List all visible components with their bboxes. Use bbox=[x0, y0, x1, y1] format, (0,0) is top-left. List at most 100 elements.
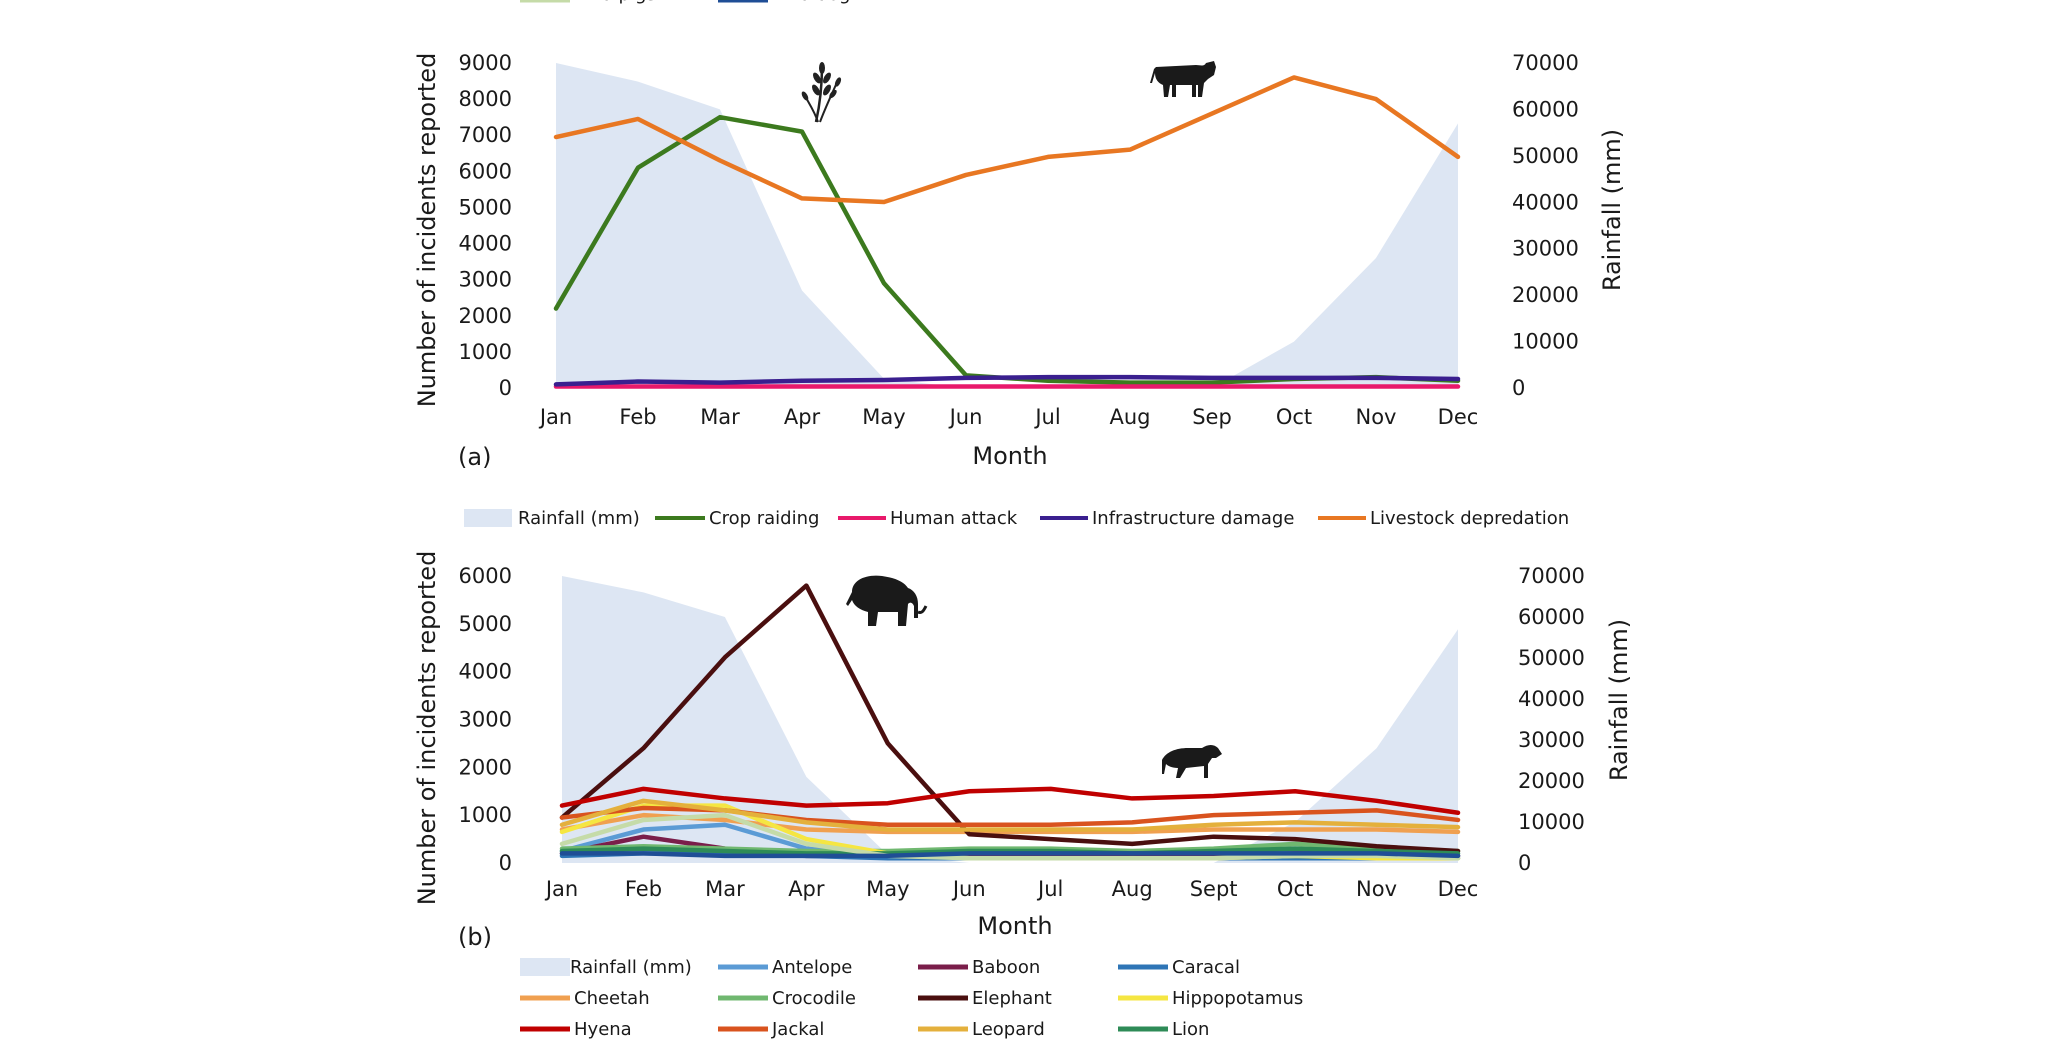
rainfall-area-b bbox=[562, 576, 1458, 863]
y-tick-label: 2000 bbox=[459, 304, 512, 328]
legend-item-livestock-depredation: Livestock depredation bbox=[1318, 508, 1569, 529]
x-tick-label: Sept bbox=[1190, 877, 1238, 901]
y-right-tick-label: 10000 bbox=[1512, 330, 1579, 354]
legend-item-caracal: Caracal bbox=[1118, 957, 1240, 978]
series-line-crocodile bbox=[559, 841, 1461, 854]
legend-item-hyena: Hyena bbox=[520, 1019, 632, 1040]
y-right-tick-label: 10000 bbox=[1518, 810, 1585, 834]
x-tick-label: Jun bbox=[948, 405, 983, 429]
y-right-tick-label: 0 bbox=[1518, 851, 1531, 875]
y-right-tick-label: 50000 bbox=[1512, 144, 1579, 168]
x-tick-label: Dec bbox=[1438, 877, 1479, 901]
x-tick-label: Jan bbox=[538, 405, 572, 429]
y-right-tick-label: 30000 bbox=[1512, 237, 1579, 261]
x-tick-label: Nov bbox=[1356, 877, 1397, 901]
legend-item-jackal: Jackal bbox=[718, 1019, 824, 1040]
series-line-leopard bbox=[559, 798, 1461, 832]
right-y-ticks-a: 70000 60000 50000 40000 30000 20000 10000 0 bbox=[1512, 51, 1579, 400]
y-tick-label: 3000 bbox=[459, 268, 512, 292]
left-y-ticks-b: 6000 5000 4000 3000 2000 1000 0 bbox=[459, 564, 512, 875]
y-axis-label-b: Number of incidents reported bbox=[413, 551, 441, 906]
series-line-infrastructure-damage bbox=[553, 374, 1461, 387]
y-tick-label: 1000 bbox=[459, 340, 512, 364]
series-line-wild-pigs bbox=[559, 812, 1461, 861]
legend-item-elephant: Elephant bbox=[918, 988, 1052, 1009]
legend-label: Crop raiding bbox=[709, 508, 819, 529]
legend-label: Jackal bbox=[771, 1019, 824, 1040]
y-tick-label: 7000 bbox=[459, 123, 512, 147]
legend-item-leopard: Leopard bbox=[918, 1019, 1045, 1040]
x-tick-label: Oct bbox=[1277, 877, 1313, 901]
legend-item-crop-raiding: Crop raiding bbox=[655, 508, 819, 529]
y-right-tick-label: 40000 bbox=[1512, 190, 1579, 214]
legend-item-human-attack: Human attack bbox=[838, 508, 1018, 529]
series-line-elephant bbox=[559, 583, 1461, 854]
legend-label: Hyena bbox=[574, 1019, 632, 1040]
rainfall-area bbox=[556, 63, 1458, 388]
x-axis-label-b: Month bbox=[977, 912, 1052, 940]
x-tick-label: Oct bbox=[1276, 405, 1312, 429]
legend-item-lion: Lion bbox=[1118, 1019, 1209, 1040]
y-right-tick-label: 20000 bbox=[1518, 769, 1585, 793]
rainfall-area-a bbox=[556, 63, 1458, 388]
x-tick-label: Feb bbox=[619, 405, 656, 429]
x-tick-label: Jul bbox=[1036, 877, 1063, 901]
series-line-livestock-depredation bbox=[553, 75, 1461, 205]
legend-item-hippopotamus: Hippopotamus bbox=[1118, 988, 1303, 1009]
legend-item-wild-dog: Wild dog bbox=[718, 0, 850, 5]
hyena-icon bbox=[1162, 745, 1222, 778]
y-tick-label: 1000 bbox=[459, 803, 512, 827]
y-right-tick-label: 30000 bbox=[1518, 728, 1585, 752]
x-tick-label: May bbox=[866, 877, 909, 901]
legend-b: Rainfall (mm) Antelope Baboon Caracal Cheeta… bbox=[520, 0, 1303, 1040]
series-line-hyena bbox=[559, 786, 1461, 816]
y-tick-label: 9000 bbox=[459, 51, 512, 75]
legend-item-antelope: Antelope bbox=[718, 957, 852, 978]
elephant-icon bbox=[846, 575, 928, 626]
x-tick-label: Dec bbox=[1438, 405, 1479, 429]
x-tick-label: Nov bbox=[1356, 405, 1397, 429]
legend-label: Hippopotamus bbox=[1172, 988, 1303, 1009]
x-tick-label: Jan bbox=[544, 877, 578, 901]
y-tick-label: 6000 bbox=[459, 159, 512, 183]
series-line-lion bbox=[559, 846, 1461, 856]
x-tick-label: Jul bbox=[1033, 405, 1060, 429]
legend-label: Antelope bbox=[772, 957, 852, 978]
right-y-ticks-b: 70000 60000 50000 40000 30000 20000 10000 0 bbox=[1518, 564, 1585, 875]
legend-label: Rainfall (mm) bbox=[570, 957, 692, 978]
x-ticks-b: Jan Feb Mar Apr May Jun Jul Aug Sept Oct Nov Dec bbox=[544, 877, 1479, 901]
y-axis-label-a: Number of incidents reported bbox=[413, 53, 441, 408]
x-tick-label: Apr bbox=[784, 405, 821, 429]
legend-label: Rainfall (mm) bbox=[518, 508, 640, 529]
y-tick-label: 2000 bbox=[459, 755, 512, 779]
y-right-tick-label: 40000 bbox=[1518, 687, 1585, 711]
legend-label: Wild dog bbox=[772, 0, 850, 5]
panel-label-a: (a) bbox=[458, 443, 491, 471]
y-right-tick-label: 60000 bbox=[1512, 97, 1579, 121]
legend-item-wild-pigs: Wild pigs bbox=[520, 0, 656, 5]
legend-label: Leopard bbox=[972, 1019, 1045, 1040]
y-tick-label: 5000 bbox=[459, 612, 512, 636]
x-tick-label: Aug bbox=[1112, 877, 1153, 901]
y-tick-label: 3000 bbox=[459, 708, 512, 732]
legend-label: Lion bbox=[1172, 1019, 1209, 1040]
y-right-tick-label: 20000 bbox=[1512, 283, 1579, 307]
legend-label: Caracal bbox=[1172, 957, 1240, 978]
y-right-tick-label: 70000 bbox=[1518, 564, 1585, 588]
y-tick-label: 4000 bbox=[459, 660, 512, 684]
x-tick-label: Feb bbox=[625, 877, 662, 901]
legend-label: Baboon bbox=[972, 957, 1040, 978]
x-tick-label: Mar bbox=[705, 877, 745, 901]
cow-icon bbox=[1150, 61, 1216, 97]
legend-item-infrastructure-damage: Infrastructure damage bbox=[1040, 508, 1294, 529]
legend-label: Elephant bbox=[972, 988, 1052, 1009]
y-axis-right-label-a: Rainfall (mm) bbox=[1598, 129, 1626, 291]
x-tick-label: Apr bbox=[788, 877, 825, 901]
y-axis-right-label-b: Rainfall (mm) bbox=[1605, 619, 1633, 781]
legend-item-baboon: Baboon bbox=[918, 957, 1040, 978]
legend-item-rainfall-a: Rainfall (mm) bbox=[464, 508, 640, 529]
series-group-b bbox=[559, 583, 1461, 861]
legend-item-crocodile: Crocodile bbox=[718, 988, 856, 1009]
